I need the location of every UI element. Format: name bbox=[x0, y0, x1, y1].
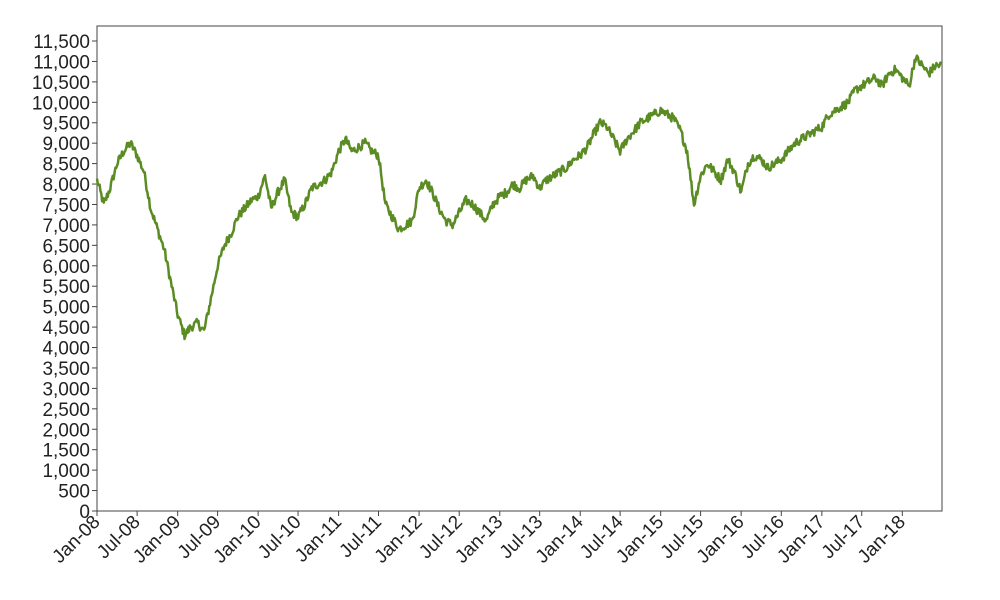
y-tick-label: 3,000 bbox=[42, 379, 90, 400]
y-tick-label: 11,000 bbox=[33, 52, 90, 73]
x-axis: Jan-08Jul-08Jan-09Jul-09Jan-10Jul-10Jan-… bbox=[49, 511, 910, 568]
y-tick-label: 2,500 bbox=[42, 400, 90, 421]
y-tick-label: 9,500 bbox=[42, 114, 90, 135]
y-tick-label: 2,000 bbox=[42, 420, 90, 441]
y-tick-label: 10,500 bbox=[32, 73, 90, 94]
y-tick-label: 0 bbox=[79, 502, 90, 523]
y-tick-label: 5,500 bbox=[42, 277, 90, 298]
y-tick-label: 1,500 bbox=[42, 441, 90, 462]
y-tick-label: 5,000 bbox=[42, 298, 90, 319]
y-tick-label: 6,000 bbox=[42, 257, 90, 278]
y-tick-label: 10,000 bbox=[32, 93, 90, 114]
y-tick-label: 1,000 bbox=[42, 461, 90, 482]
y-tick-label: 11,500 bbox=[33, 32, 90, 53]
y-tick-label: 8,000 bbox=[42, 175, 90, 196]
y-tick-label: 4,500 bbox=[42, 318, 90, 339]
y-axis: 05001,0001,5002,0002,5003,0003,5004,0004… bbox=[32, 32, 97, 523]
y-tick-label: 8,500 bbox=[42, 155, 90, 176]
series-line bbox=[95, 54, 943, 341]
y-tick-label: 7,000 bbox=[42, 216, 90, 237]
plot-area bbox=[96, 25, 943, 512]
y-tick-label: 7,500 bbox=[42, 195, 90, 216]
series-layer bbox=[95, 54, 943, 341]
y-tick-label: 9,000 bbox=[42, 134, 90, 155]
y-tick-label: 4,000 bbox=[42, 339, 90, 360]
x-tick-label: Jan-08 bbox=[49, 512, 105, 568]
y-tick-label: 6,500 bbox=[42, 236, 90, 257]
y-tick-label: 3,500 bbox=[42, 359, 90, 380]
y-tick-label: 500 bbox=[58, 482, 90, 503]
x-tick-label: Jan-11 bbox=[291, 512, 346, 567]
